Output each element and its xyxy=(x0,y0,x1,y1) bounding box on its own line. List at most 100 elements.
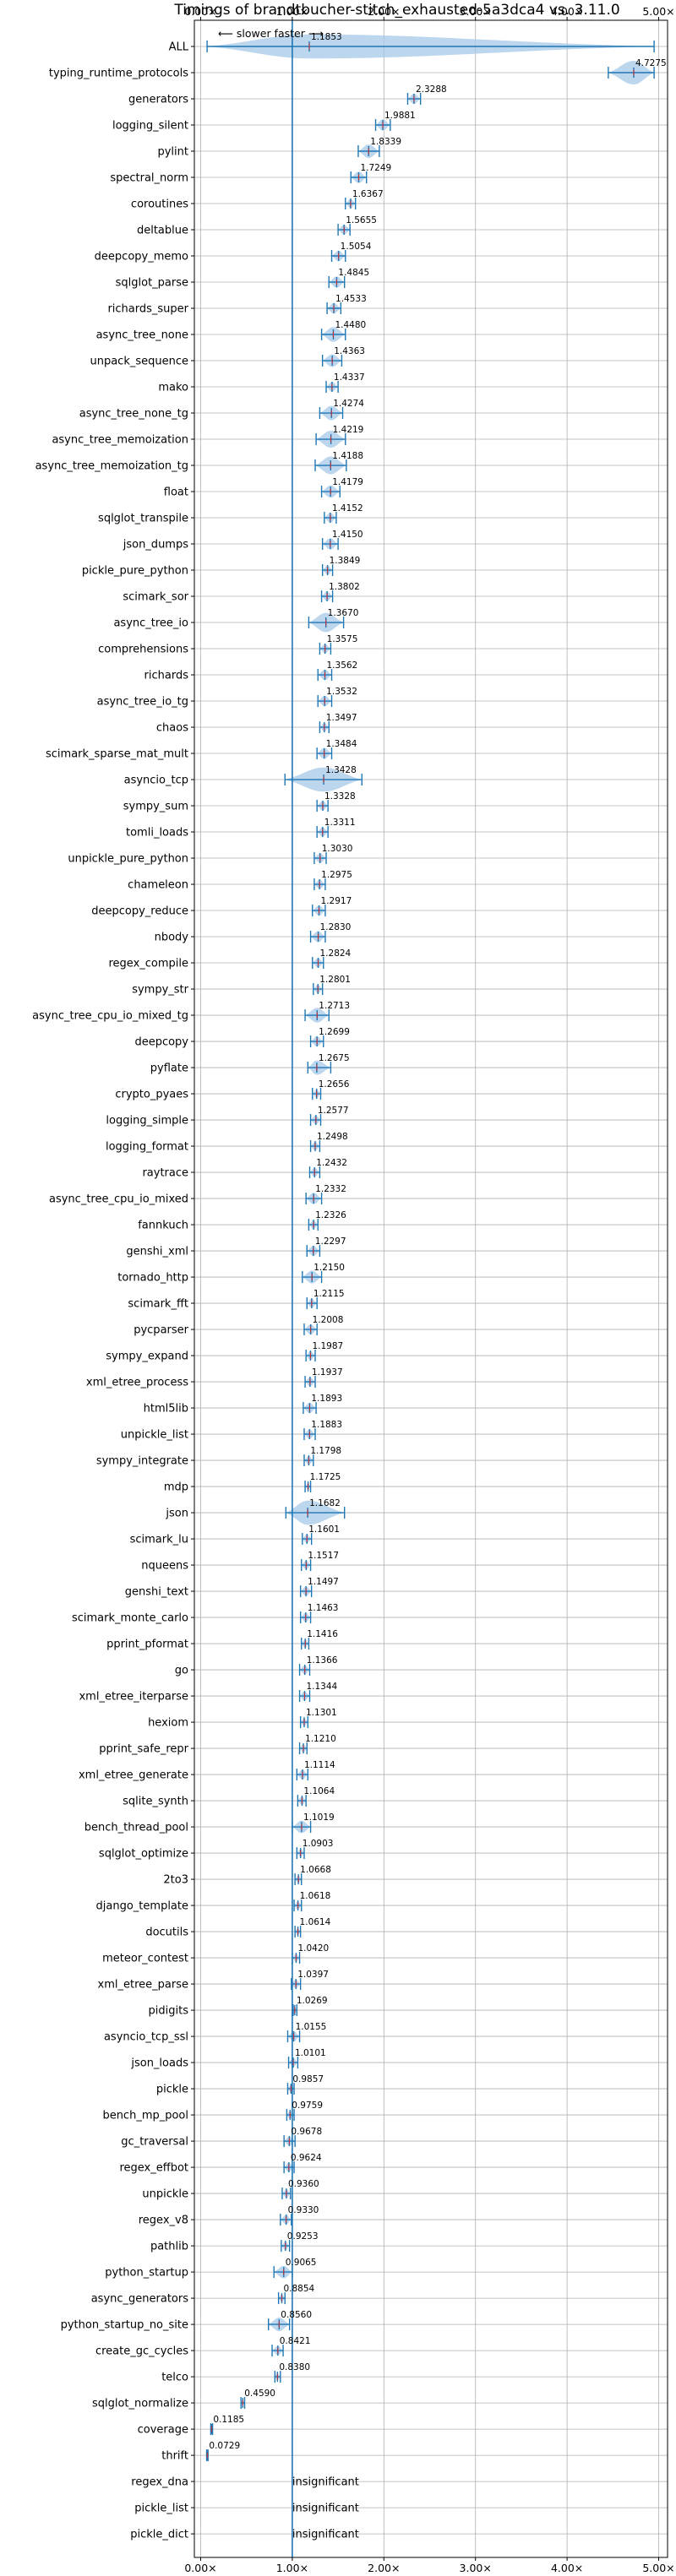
benchmark-name: generators xyxy=(128,94,188,106)
value-label: 1.2824 xyxy=(320,948,352,959)
value-label: 1.1344 xyxy=(306,1682,337,1692)
value-label: 1.2713 xyxy=(319,1001,350,1011)
benchmark-name: regex_effbot xyxy=(119,2162,188,2175)
value-label: 1.2699 xyxy=(319,1027,350,1037)
benchmark-name: sympy_expand xyxy=(106,1350,188,1363)
benchmark-name: python_startup xyxy=(105,2267,188,2280)
benchmark-name: pickle_list xyxy=(134,2503,188,2515)
benchmark-name: async_tree_io xyxy=(113,617,188,630)
value-label: 1.1937 xyxy=(312,1367,343,1378)
benchmark-name: scimark_fft xyxy=(128,1298,188,1311)
benchmark-name: xml_etree_process xyxy=(86,1377,188,1389)
benchmark-name: bench_mp_pool xyxy=(102,2110,188,2122)
benchmark-name: raytrace xyxy=(142,1167,188,1180)
value-label: 1.2432 xyxy=(316,1158,347,1168)
value-label: 0.4590 xyxy=(244,2389,275,2399)
value-label: 0.9253 xyxy=(287,2231,319,2242)
benchmark-name: deltablue xyxy=(137,225,188,237)
value-label: 1.1064 xyxy=(303,1786,335,1796)
value-label: 1.2326 xyxy=(315,1210,346,1220)
benchmark-labels: ALL typing_runtime_protocols generators log… xyxy=(32,41,189,2541)
value-label: 1.3030 xyxy=(322,844,353,854)
benchmark-name: bench_thread_pool xyxy=(84,1822,188,1834)
benchmark-name: async_tree_cpu_io_mixed_tg xyxy=(32,1010,188,1023)
benchmark-name: coverage xyxy=(138,2424,188,2437)
value-label: 1.3497 xyxy=(326,713,357,723)
direction-annotation: ⟵ slower faster ⟶ xyxy=(218,27,324,40)
value-label: 0.8421 xyxy=(280,2336,311,2346)
value-label: 1.2656 xyxy=(319,1079,350,1090)
benchmark-name: json xyxy=(165,1508,188,1520)
benchmark-name: chameleon xyxy=(128,879,188,892)
benchmark-name: logging_silent xyxy=(112,120,188,133)
tick-label-bottom: 2.00× xyxy=(368,2562,400,2574)
tick-label-top: 1.00× xyxy=(276,5,308,18)
tick-label-bottom: 4.00× xyxy=(551,2562,583,2574)
benchmark-name: deepcopy xyxy=(134,1036,188,1049)
value-label: 1.3849 xyxy=(330,556,361,566)
benchmark-name: async_tree_io_tg xyxy=(97,696,188,709)
benchmark-name: sqlglot_optimize xyxy=(99,1848,188,1861)
tick-label-bottom: 3.00× xyxy=(460,2562,492,2574)
value-label: 1.3484 xyxy=(326,739,357,749)
value-label: 1.4179 xyxy=(332,477,363,487)
tick-label-bottom: 0.00× xyxy=(184,2562,216,2574)
benchmark-name: async_tree_memoization xyxy=(52,434,188,447)
value-label: 1.1987 xyxy=(312,1341,343,1351)
benchmark-name: thrift xyxy=(161,2450,188,2463)
value-label: 0.9857 xyxy=(292,2074,324,2084)
value-label: 1.1798 xyxy=(310,1446,341,1456)
value-label: 1.0668 xyxy=(300,1865,331,1875)
tick-label-top: 0.00× xyxy=(184,5,216,18)
value-label: 1.4274 xyxy=(333,399,364,409)
value-label: 1.0903 xyxy=(303,1839,334,1849)
benchmark-name: crypto_pyaes xyxy=(115,1089,188,1101)
value-label: 1.0101 xyxy=(295,2048,326,2058)
value-label: 1.3532 xyxy=(326,687,357,697)
benchmark-name: 2to3 xyxy=(163,1874,188,1887)
value-label: 0.9678 xyxy=(291,2127,322,2137)
value-label: 1.1497 xyxy=(308,1577,339,1587)
benchmark-name: regex_compile xyxy=(108,958,188,970)
value-label: 1.4152 xyxy=(332,503,363,514)
value-label: 1.1601 xyxy=(308,1524,340,1535)
benchmark-name: unpickle_list xyxy=(121,1429,188,1442)
value-label: 0.0729 xyxy=(209,2441,240,2451)
benchmark-name: django_template xyxy=(96,1900,188,1913)
value-label: 1.3575 xyxy=(327,634,358,644)
benchmark-name: pathlib xyxy=(150,2241,188,2253)
value-label: 0.8854 xyxy=(283,2284,314,2294)
value-label: 1.6367 xyxy=(352,189,384,199)
value-label: 1.4480 xyxy=(335,320,366,330)
chart-title: Timings of brandtbucher-stitch_exhausted… xyxy=(173,2,619,19)
value-label: 1.2830 xyxy=(320,922,352,932)
benchmark-name: pidigits xyxy=(149,2005,189,2018)
value-label: 0.8380 xyxy=(279,2362,310,2372)
benchmark-name: pickle xyxy=(156,2084,188,2096)
benchmark-name: genshi_text xyxy=(125,1586,188,1599)
benchmark-name: go xyxy=(175,1665,188,1677)
value-label: 1.2498 xyxy=(317,1132,348,1142)
benchmark-name: sqlglot_normalize xyxy=(92,2398,188,2410)
value-label: 4.7275 xyxy=(635,58,667,68)
benchmark-name: tornado_http xyxy=(117,1272,188,1285)
benchmark-name: asyncio_tcp_ssl xyxy=(104,2031,188,2044)
benchmark-name: html5lib xyxy=(144,1403,188,1416)
value-label: 1.2917 xyxy=(321,896,352,906)
value-label: 1.1682 xyxy=(309,1498,341,1508)
benchmark-name: docutils xyxy=(145,1927,188,1939)
value-label: 1.0397 xyxy=(297,1970,329,1980)
value-label: 1.1517 xyxy=(308,1551,339,1561)
value-label: 1.0269 xyxy=(297,1996,328,2006)
value-label: 0.8560 xyxy=(281,2310,312,2320)
benchmark-name: ALL xyxy=(169,41,189,54)
benchmark-name: comprehensions xyxy=(98,644,188,656)
value-label: 1.1366 xyxy=(307,1655,338,1666)
benchmark-name: sympy_integrate xyxy=(96,1455,188,1468)
benchmark-name: logging_format xyxy=(106,1141,188,1154)
value-label: 1.3562 xyxy=(327,660,358,671)
value-label: 1.0155 xyxy=(296,2022,327,2032)
value-label: 1.1210 xyxy=(305,1734,336,1744)
value-label: 1.1114 xyxy=(304,1760,335,1770)
value-label: 1.3311 xyxy=(324,818,356,828)
